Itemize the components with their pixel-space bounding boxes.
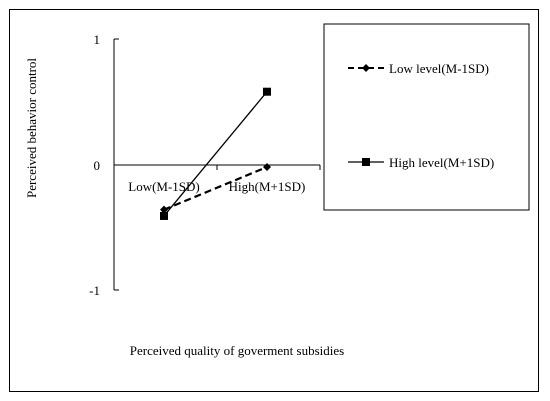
chart-frame bbox=[9, 9, 539, 392]
legend-marker-diamond bbox=[362, 64, 370, 72]
point-square-1-1 bbox=[263, 87, 271, 96]
point-diamond-0-0 bbox=[160, 205, 168, 214]
y-tick-label-0: 0 bbox=[94, 158, 101, 173]
x-category-label-0: Low(M-1SD) bbox=[128, 179, 200, 194]
series-line-0 bbox=[163, 165, 268, 211]
y-axis-title: Perceived behavior control bbox=[24, 58, 39, 198]
plot-area bbox=[160, 87, 271, 220]
legend-marker-square bbox=[362, 158, 370, 166]
legend-box bbox=[323, 23, 530, 211]
point-square-1-0 bbox=[160, 211, 168, 220]
y-tick-label-minus1: -1 bbox=[89, 283, 100, 298]
legend-label-high: High level(M+1SD) bbox=[389, 155, 494, 170]
legend-label-low: Low level(M-1SD) bbox=[389, 61, 489, 76]
x-category-label-1: High(M+1SD) bbox=[229, 179, 306, 194]
point-diamond-0-1 bbox=[263, 163, 271, 172]
x-axis-title: Perceived quality of goverment subsidies bbox=[130, 343, 344, 358]
series-line-1 bbox=[163, 91, 268, 217]
x-category-labels: Low(M-1SD) High(M+1SD) bbox=[128, 179, 305, 194]
y-tick-label-1: 1 bbox=[94, 32, 101, 47]
